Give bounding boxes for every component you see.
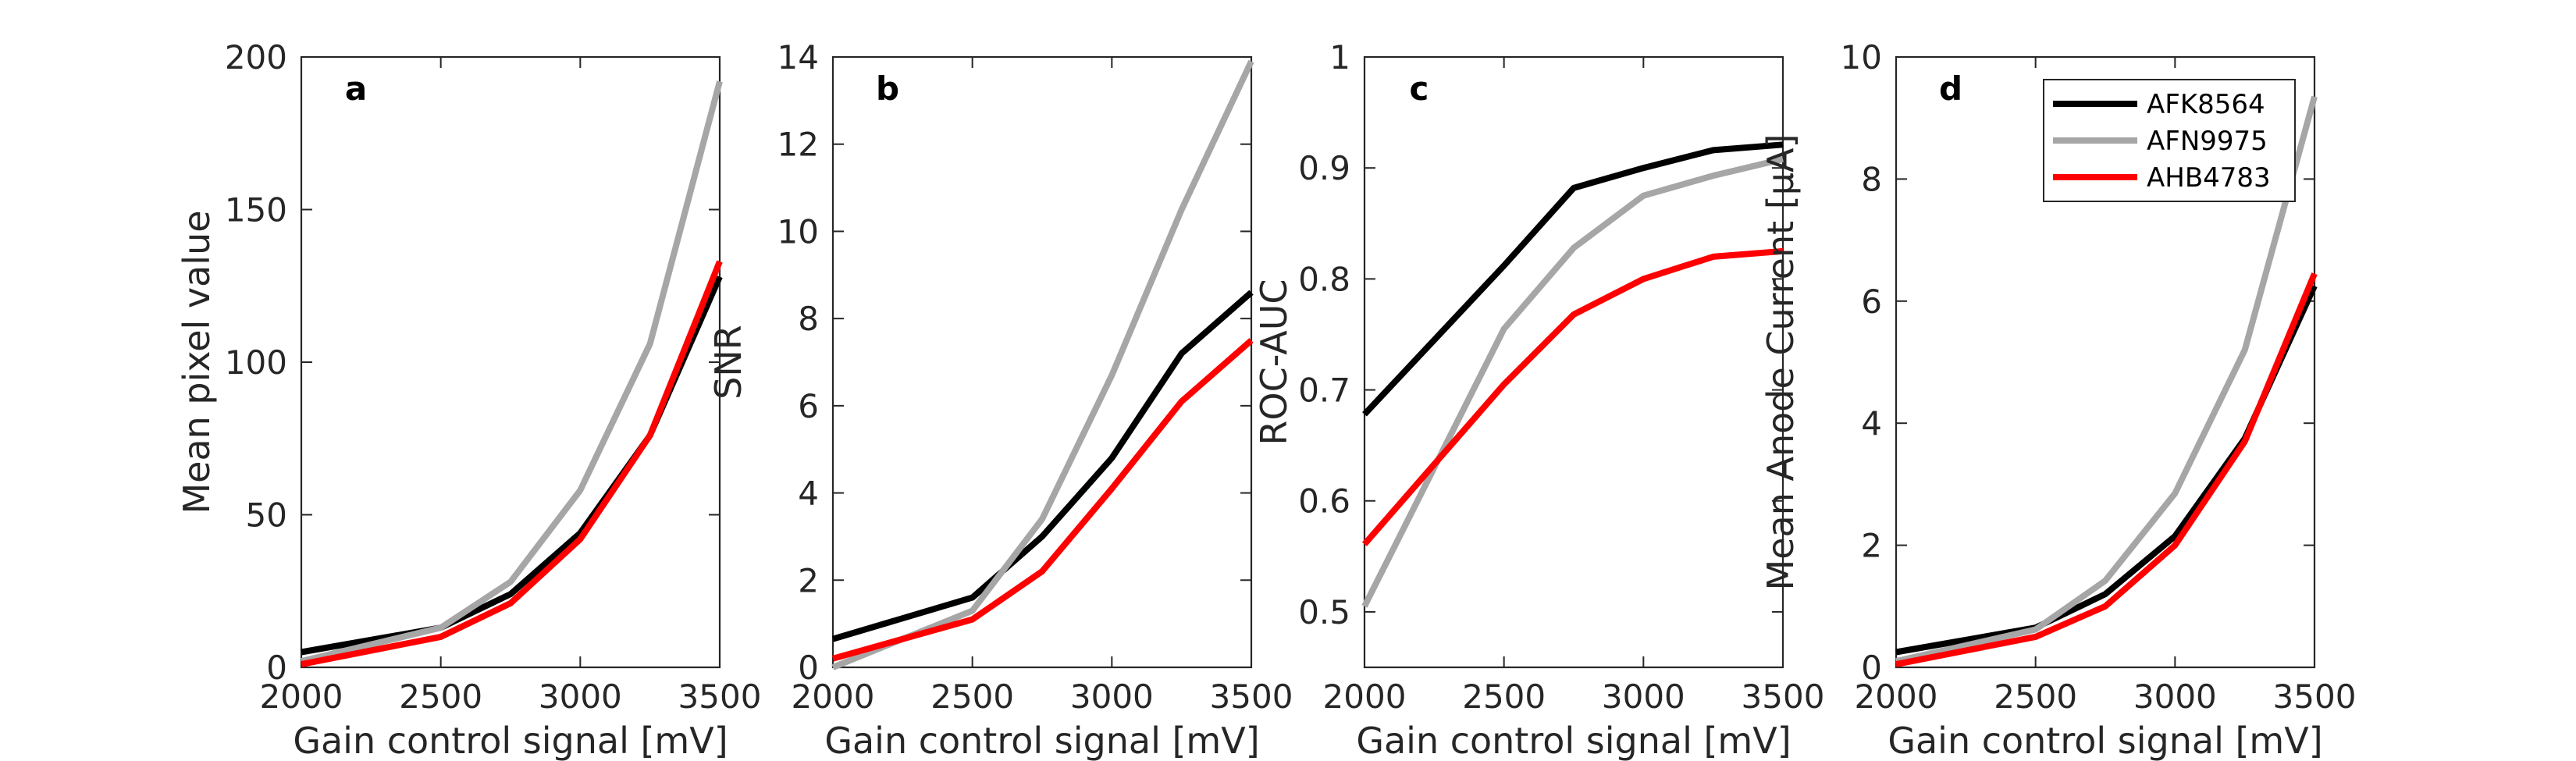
y-tick-label: 0.6 <box>1298 482 1350 521</box>
y-tick-label: 8 <box>1861 160 1882 198</box>
y-tick-label: 2 <box>798 561 819 599</box>
panel-letter: a <box>345 69 367 108</box>
series-line-afn9975 <box>1361 155 1784 608</box>
x-tick-label: 2500 <box>930 677 1014 716</box>
y-tick-label: 12 <box>777 126 819 164</box>
x-tick-label: 3000 <box>1602 677 1685 716</box>
x-tick-label: 2000 <box>1323 677 1407 716</box>
x-axis-label: Gain control signal [mV] <box>1356 720 1791 761</box>
y-axis-label: ROC-AUC <box>1253 279 1295 445</box>
y-tick-label: 2 <box>1861 527 1882 565</box>
x-tick-label: 3500 <box>1742 677 1825 716</box>
panel-d: 2000 2500 3000 3500 0 2 4 6 8 10 Gain control sign… <box>1759 38 2356 761</box>
y-tick-label: 100 <box>225 343 287 382</box>
plot-area <box>1363 55 1784 669</box>
panel-letter: d <box>1939 69 1962 108</box>
y-tick-label: 1 <box>1329 38 1350 76</box>
y-tick-label: 6 <box>798 387 819 425</box>
panel-c: 2000 2500 3000 3500 0.5 0.6 0.7 0.8 0.9 1 Gain con… <box>1253 38 1824 761</box>
plot-area <box>831 55 1253 669</box>
panel-b: 2000 2500 3000 3500 0 2 4 6 8 10 12 14 Gain control … <box>707 38 1293 761</box>
y-tick-label: 50 <box>246 496 287 535</box>
series-line-ahb4783 <box>831 338 1254 662</box>
x-tick-label: 2500 <box>399 677 482 716</box>
x-tick-label: 3500 <box>2273 677 2357 716</box>
legend-label: AFK8564 <box>2147 89 2265 120</box>
y-tick-label: 0.9 <box>1298 149 1350 187</box>
y-tick-label: 150 <box>225 191 287 229</box>
x-tick-label: 3000 <box>2133 677 2217 716</box>
plot-area <box>300 55 721 669</box>
series-line-ahb4783 <box>301 260 723 668</box>
series-line-ahb4783 <box>1895 272 2318 668</box>
x-tick-label: 3000 <box>1070 677 1154 716</box>
panel-letter: c <box>1410 69 1429 108</box>
y-tick-label: 8 <box>798 300 819 338</box>
panel-letter: b <box>876 69 899 108</box>
y-tick-label: 4 <box>1861 404 1882 443</box>
y-tick-label: 0.7 <box>1298 372 1350 410</box>
y-tick-label: 14 <box>777 38 819 76</box>
series-line-afk8564 <box>831 290 1254 642</box>
x-tick-label: 2000 <box>260 677 343 716</box>
y-tick-label: 0 <box>1861 649 1882 687</box>
x-axis-label: Gain control signal [mV] <box>824 720 1259 761</box>
legend-label: AFN9975 <box>2147 126 2268 157</box>
x-tick-label: 3500 <box>1210 677 1293 716</box>
y-tick-label: 0 <box>798 649 819 687</box>
y-axis-label: Mean pixel value <box>176 210 218 514</box>
x-tick-label: 2500 <box>1462 677 1546 716</box>
series-line-ahb4783 <box>1361 247 1784 546</box>
y-tick-label: 0.5 <box>1298 593 1350 631</box>
y-tick-label: 6 <box>1861 283 1882 321</box>
x-axis-label: Gain control signal [mV] <box>1888 720 2322 761</box>
series-line-afn9975 <box>1895 95 2318 665</box>
y-tick-label: 10 <box>777 212 819 251</box>
x-axis-label: Gain control signal [mV] <box>293 720 728 761</box>
y-axis-label: Mean Anode Current [μA] <box>1759 134 1802 591</box>
legend-label: AHB4783 <box>2147 162 2271 194</box>
x-tick-label: 3000 <box>539 677 622 716</box>
series-line-afk8564 <box>1362 141 1784 417</box>
x-tick-label: 2000 <box>792 677 875 716</box>
y-tick-label: 4 <box>798 475 819 513</box>
legend: AFK8564 AFN9975 AHB4783 <box>2043 79 2296 202</box>
y-tick-label: 10 <box>1841 38 1882 76</box>
x-tick-label: 2000 <box>1855 677 1938 716</box>
y-tick-label: 0.8 <box>1298 260 1350 298</box>
y-axis-label: SNR <box>707 325 749 400</box>
series-line-afn9975 <box>831 59 1254 670</box>
x-tick-label: 2500 <box>1994 677 2077 716</box>
x-tick-label: 3500 <box>678 677 762 716</box>
y-tick-label: 0 <box>266 649 287 687</box>
series-line-afn9975 <box>301 80 723 665</box>
y-tick-label: 200 <box>225 38 287 76</box>
panel-a: 2000 2500 3000 3500 0 50 100 150 200 Gain control… <box>176 38 761 761</box>
